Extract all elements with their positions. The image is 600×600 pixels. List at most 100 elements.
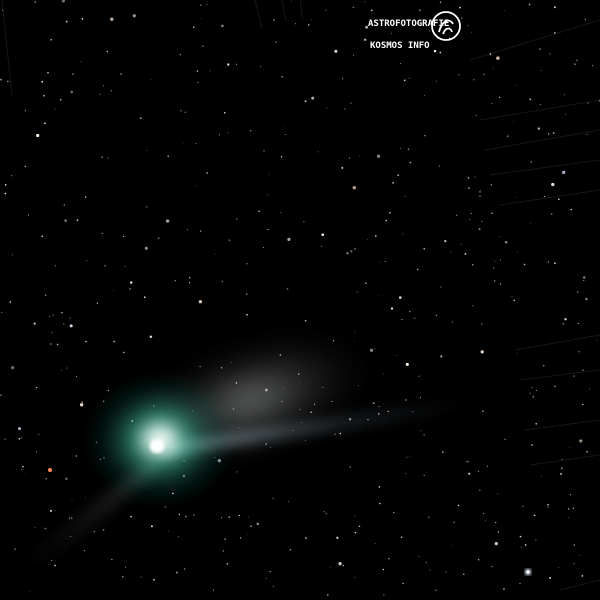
- star: [193, 514, 195, 516]
- star: [68, 517, 71, 519]
- star: [325, 9, 327, 11]
- star: [519, 535, 522, 538]
- star: [24, 110, 26, 112]
- star: [444, 239, 447, 243]
- star: [539, 48, 541, 50]
- star: [174, 279, 177, 282]
- star: [483, 73, 485, 76]
- star: [400, 148, 401, 149]
- star: [25, 473, 26, 475]
- star: [354, 576, 356, 578]
- star: [101, 156, 103, 158]
- star: [543, 195, 546, 198]
- star: [344, 108, 346, 110]
- star: [578, 554, 580, 556]
- star: [227, 63, 230, 66]
- star: [70, 517, 73, 519]
- star: [458, 74, 460, 76]
- star: [423, 474, 425, 476]
- star: [33, 322, 36, 325]
- star: [236, 471, 238, 473]
- star: [547, 506, 549, 508]
- star: [561, 170, 566, 175]
- star: [577, 322, 579, 325]
- star: [338, 562, 342, 566]
- star: [428, 516, 430, 518]
- star: [107, 157, 109, 159]
- star: [543, 365, 545, 367]
- star: [327, 594, 329, 596]
- star: [480, 189, 481, 191]
- star: [84, 550, 86, 552]
- star: [494, 280, 496, 282]
- star: [391, 45, 393, 47]
- star: [310, 18, 312, 20]
- star: [491, 212, 493, 214]
- star: [477, 559, 480, 561]
- star: [553, 6, 556, 9]
- star: [461, 17, 463, 19]
- star: [352, 6, 355, 9]
- star: [246, 313, 248, 316]
- star: [578, 350, 580, 353]
- star: [317, 151, 319, 153]
- star: [310, 30, 312, 32]
- star: [80, 61, 82, 62]
- star: [482, 512, 485, 515]
- star: [143, 296, 146, 299]
- star: [486, 465, 489, 467]
- star: [69, 324, 73, 328]
- star: [433, 23, 435, 26]
- star: [96, 302, 99, 304]
- star: [570, 208, 572, 211]
- star: [195, 143, 197, 145]
- star: [567, 517, 569, 518]
- star: [407, 148, 410, 150]
- star: [48, 315, 50, 317]
- star: [22, 465, 24, 468]
- star: [586, 450, 588, 453]
- star: [36, 133, 40, 138]
- star: [402, 233, 404, 235]
- star: [520, 546, 522, 548]
- star: [113, 340, 116, 343]
- star: [311, 96, 315, 100]
- star: [392, 182, 394, 184]
- star: [376, 154, 381, 158]
- star: [416, 268, 419, 271]
- star: [463, 573, 465, 575]
- star: [445, 20, 447, 23]
- star: [468, 472, 471, 475]
- star: [93, 531, 95, 533]
- star: [287, 500, 289, 502]
- star: [193, 26, 195, 28]
- star: [589, 388, 591, 390]
- star: [372, 402, 375, 405]
- star: [418, 375, 420, 377]
- star: [384, 260, 386, 263]
- star: [574, 63, 576, 65]
- star: [260, 66, 262, 68]
- star: [352, 185, 357, 190]
- star: [552, 132, 555, 134]
- star: [122, 235, 125, 238]
- star: [186, 228, 189, 231]
- star: [47, 71, 49, 74]
- star: [339, 432, 342, 435]
- star: [268, 174, 270, 176]
- star: [206, 172, 209, 174]
- star: [146, 206, 148, 208]
- star: [86, 260, 88, 261]
- star: [280, 156, 283, 158]
- star: [382, 568, 385, 571]
- star: [305, 537, 307, 539]
- star: [144, 246, 148, 250]
- star: [54, 510, 56, 512]
- star: [378, 295, 380, 297]
- star: [79, 403, 84, 407]
- star: [183, 143, 184, 145]
- star: [349, 466, 352, 468]
- star: [246, 293, 248, 295]
- star: [200, 230, 202, 232]
- star: [180, 110, 182, 112]
